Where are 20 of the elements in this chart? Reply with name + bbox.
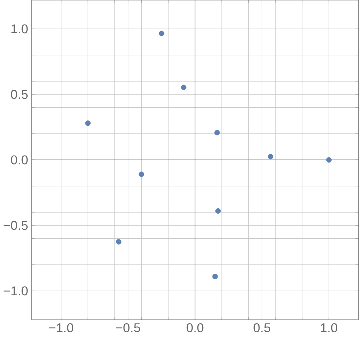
point	[268, 154, 274, 160]
point	[116, 239, 122, 245]
y-tick-label: −1.0	[4, 286, 28, 296]
point	[214, 130, 220, 136]
point	[138, 172, 144, 178]
point	[159, 30, 165, 36]
point	[326, 157, 332, 163]
x-tick-label: 0.5	[254, 323, 271, 333]
x-tick-label: 1.0	[321, 323, 338, 333]
point	[181, 84, 187, 90]
point	[85, 120, 91, 126]
x-tick-label: 0.0	[186, 323, 204, 333]
y-tick-label: 0.5	[11, 90, 28, 100]
x-tick-label: −0.5	[116, 323, 140, 333]
x-tick-label: −1.0	[49, 323, 74, 333]
y-tick-label: −0.5	[4, 221, 28, 230]
y-tick-label: 1.0	[12, 24, 28, 34]
point	[216, 208, 222, 214]
point	[212, 274, 218, 280]
y-tick-label: 0.0	[11, 156, 28, 165]
